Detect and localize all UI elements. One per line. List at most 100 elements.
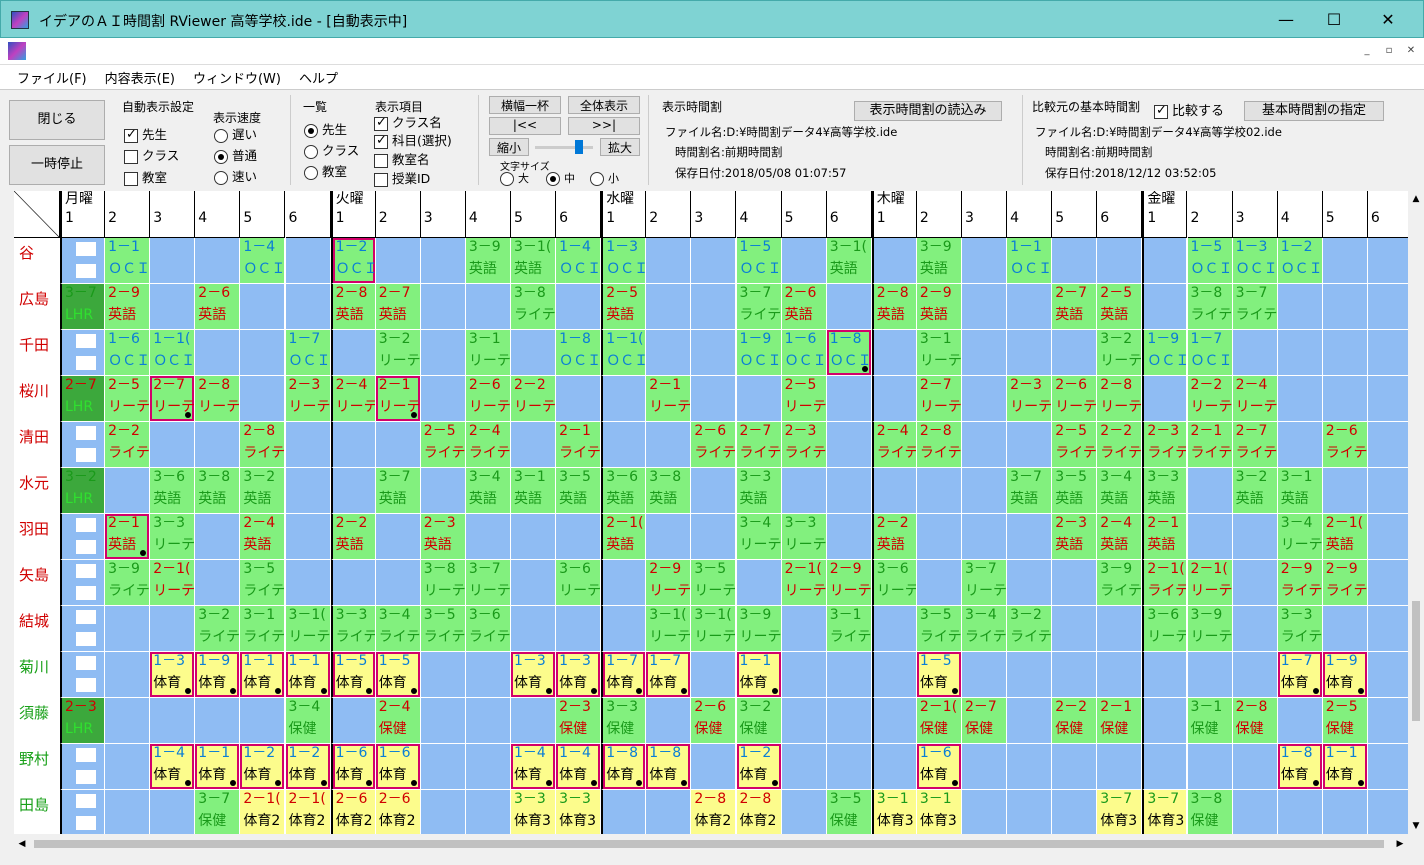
timetable-cell[interactable] <box>556 284 602 330</box>
timetable-cell[interactable]: 2－3 LHR <box>60 698 106 744</box>
timetable-cell[interactable]: 1－2 ＯＣＩ <box>1277 238 1323 284</box>
timetable-cell[interactable] <box>511 560 557 606</box>
timetable-cell[interactable]: 2－9 ライテ <box>1277 560 1323 606</box>
period-header[interactable]: 6 <box>1367 191 1408 238</box>
timetable-cell[interactable]: 2－9 リーテ <box>646 560 692 606</box>
menu-window[interactable]: ウィンドウ(W) <box>192 72 281 87</box>
timetable-cell[interactable]: 3－1(英語 <box>826 238 872 284</box>
timetable-cell[interactable] <box>556 606 602 652</box>
timetable-cell[interactable] <box>60 606 106 652</box>
compare-checkbox[interactable]: 比較する <box>1154 100 1224 119</box>
timetable-cell[interactable]: 2－6 リーテ <box>1052 376 1098 422</box>
timetable-cell[interactable] <box>465 698 511 744</box>
timetable-cell[interactable]: 2－9 英語 <box>105 284 151 330</box>
timetable-cell[interactable]: 2－4 リーテ <box>1232 376 1278 422</box>
timetable-cell[interactable] <box>826 422 872 468</box>
timetable-cell[interactable] <box>420 330 466 376</box>
timetable-cell[interactable]: 3－6 リーテ <box>1142 606 1188 652</box>
timetable-cell[interactable]: 3－9 ライテ <box>105 560 151 606</box>
timetable-cell[interactable]: 1－7 体育 <box>601 652 647 698</box>
menu-file[interactable]: ファイル(F) <box>17 72 87 87</box>
timetable-cell[interactable] <box>826 514 872 560</box>
timetable-cell[interactable] <box>511 698 557 744</box>
timetable-cell[interactable] <box>1187 468 1233 514</box>
timetable-cell[interactable] <box>195 330 241 376</box>
timetable-cell[interactable]: 2－3 リーテ <box>1007 376 1053 422</box>
timetable-cell[interactable] <box>1142 744 1188 790</box>
timetable-cell[interactable] <box>691 514 737 560</box>
timetable-cell[interactable]: 3－1 体育3 <box>916 790 962 834</box>
show-room-checkbox[interactable]: 教室名 <box>374 149 430 168</box>
period-header[interactable]: 5 <box>1052 191 1098 238</box>
size-small-radio[interactable]: 小 <box>590 170 619 186</box>
timetable-cell[interactable] <box>1052 330 1098 376</box>
timetable-cell[interactable] <box>285 560 331 606</box>
timetable-cell[interactable]: 1－7 ＯＣＩ <box>285 330 331 376</box>
timetable-cell[interactable] <box>511 330 557 376</box>
timetable-cell[interactable]: 2－2 英語 <box>871 514 917 560</box>
timetable-cell[interactable] <box>1007 744 1053 790</box>
timetable-cell[interactable]: 2－6 体育2 <box>375 790 421 834</box>
period-header[interactable]: 2 <box>1187 191 1233 238</box>
timetable-cell[interactable]: 1－5 体育 <box>916 652 962 698</box>
timetable-cell[interactable]: 3－9 ライテ <box>1097 560 1143 606</box>
timetable-cell[interactable] <box>691 330 737 376</box>
show-all-button[interactable]: 全体表示 <box>568 96 640 114</box>
timetable-grid[interactable]: 月曜 1 2 3 4 5 6 火曜 1 2 3 4 5 6 水曜 1 2 3 4 5 6 木曜 1 2 3 4 5 6 金曜 1 2 3 4 5 6… <box>14 191 1408 834</box>
timetable-cell[interactable] <box>150 606 196 652</box>
timetable-cell[interactable]: 3－8 ライテ <box>511 284 557 330</box>
timetable-cell[interactable] <box>330 468 376 514</box>
timetable-cell[interactable]: 2－1(英語 <box>601 514 647 560</box>
timetable-cell[interactable] <box>240 330 286 376</box>
timetable-cell[interactable]: 1－4 体育 <box>150 744 196 790</box>
timetable-cell[interactable] <box>420 468 466 514</box>
timetable-cell[interactable] <box>1007 284 1053 330</box>
size-large-radio[interactable]: 大 <box>500 170 529 186</box>
speed-slow-radio[interactable]: 遅い <box>214 124 257 143</box>
last-page-button[interactable]: >>| <box>568 117 640 135</box>
timetable-cell[interactable]: 2－1(保健 <box>916 698 962 744</box>
timetable-cell[interactable] <box>240 284 286 330</box>
timetable-cell[interactable]: 2－8 体育2 <box>691 790 737 834</box>
timetable-cell[interactable]: 3－8 ライテ <box>1187 284 1233 330</box>
timetable-cell[interactable]: 2－9 リーテ <box>826 560 872 606</box>
timetable-cell[interactable]: 1－4 体育 <box>511 744 557 790</box>
timetable-cell[interactable] <box>646 698 692 744</box>
timetable-cell[interactable]: 3－1 体育3 <box>871 790 917 834</box>
timetable-cell[interactable] <box>871 468 917 514</box>
timetable-cell[interactable]: 3－1(英語 <box>511 238 557 284</box>
timetable-cell[interactable] <box>962 376 1008 422</box>
timetable-cell[interactable]: 3－9 英語 <box>916 238 962 284</box>
teacher-name[interactable]: 結城 <box>14 606 60 652</box>
timetable-cell[interactable]: 1－9 ＯＣＩ <box>1142 330 1188 376</box>
timetable-cell[interactable]: 3－5 ライテ <box>240 560 286 606</box>
timetable-cell[interactable]: 3－7 リーテ <box>962 560 1008 606</box>
period-header[interactable]: 3 <box>962 191 1008 238</box>
timetable-cell[interactable] <box>1367 698 1408 744</box>
timetable-cell[interactable] <box>1367 790 1408 834</box>
zoom-button[interactable]: 拡大 <box>600 138 640 156</box>
timetable-cell[interactable]: 1－4 ＯＣＩ <box>556 238 602 284</box>
timetable-cell[interactable] <box>1187 652 1233 698</box>
timetable-cell[interactable] <box>781 468 827 514</box>
teacher-name[interactable]: 桜川 <box>14 376 60 422</box>
timetable-cell[interactable]: 1－5 体育 <box>375 652 421 698</box>
show-class-checkbox[interactable]: クラス名 <box>374 112 442 131</box>
timetable-cell[interactable]: 2－8 英語 <box>330 284 376 330</box>
timetable-cell[interactable] <box>1322 376 1368 422</box>
timetable-cell[interactable]: 3－1 ライテ <box>240 606 286 652</box>
scroll-up-icon[interactable]: ▲ <box>1412 194 1420 204</box>
timetable-cell[interactable]: 3－7 リーテ <box>465 560 511 606</box>
timetable-cell[interactable] <box>871 606 917 652</box>
timetable-cell[interactable]: 3－2 LHR <box>60 468 106 514</box>
timetable-cell[interactable]: 2－1(リーテ <box>781 560 827 606</box>
timetable-cell[interactable] <box>601 376 647 422</box>
horizontal-scrollbar[interactable]: ◀ ▶ <box>14 836 1408 852</box>
timetable-cell[interactable] <box>871 330 917 376</box>
teacher-name[interactable]: 水元 <box>14 468 60 514</box>
timetable-cell[interactable]: 1－6 ＯＣＩ <box>781 330 827 376</box>
timetable-cell[interactable] <box>420 744 466 790</box>
timetable-cell[interactable] <box>105 652 151 698</box>
timetable-cell[interactable]: 3－8 リーテ <box>420 560 466 606</box>
period-header[interactable]: 5 <box>1322 191 1368 238</box>
